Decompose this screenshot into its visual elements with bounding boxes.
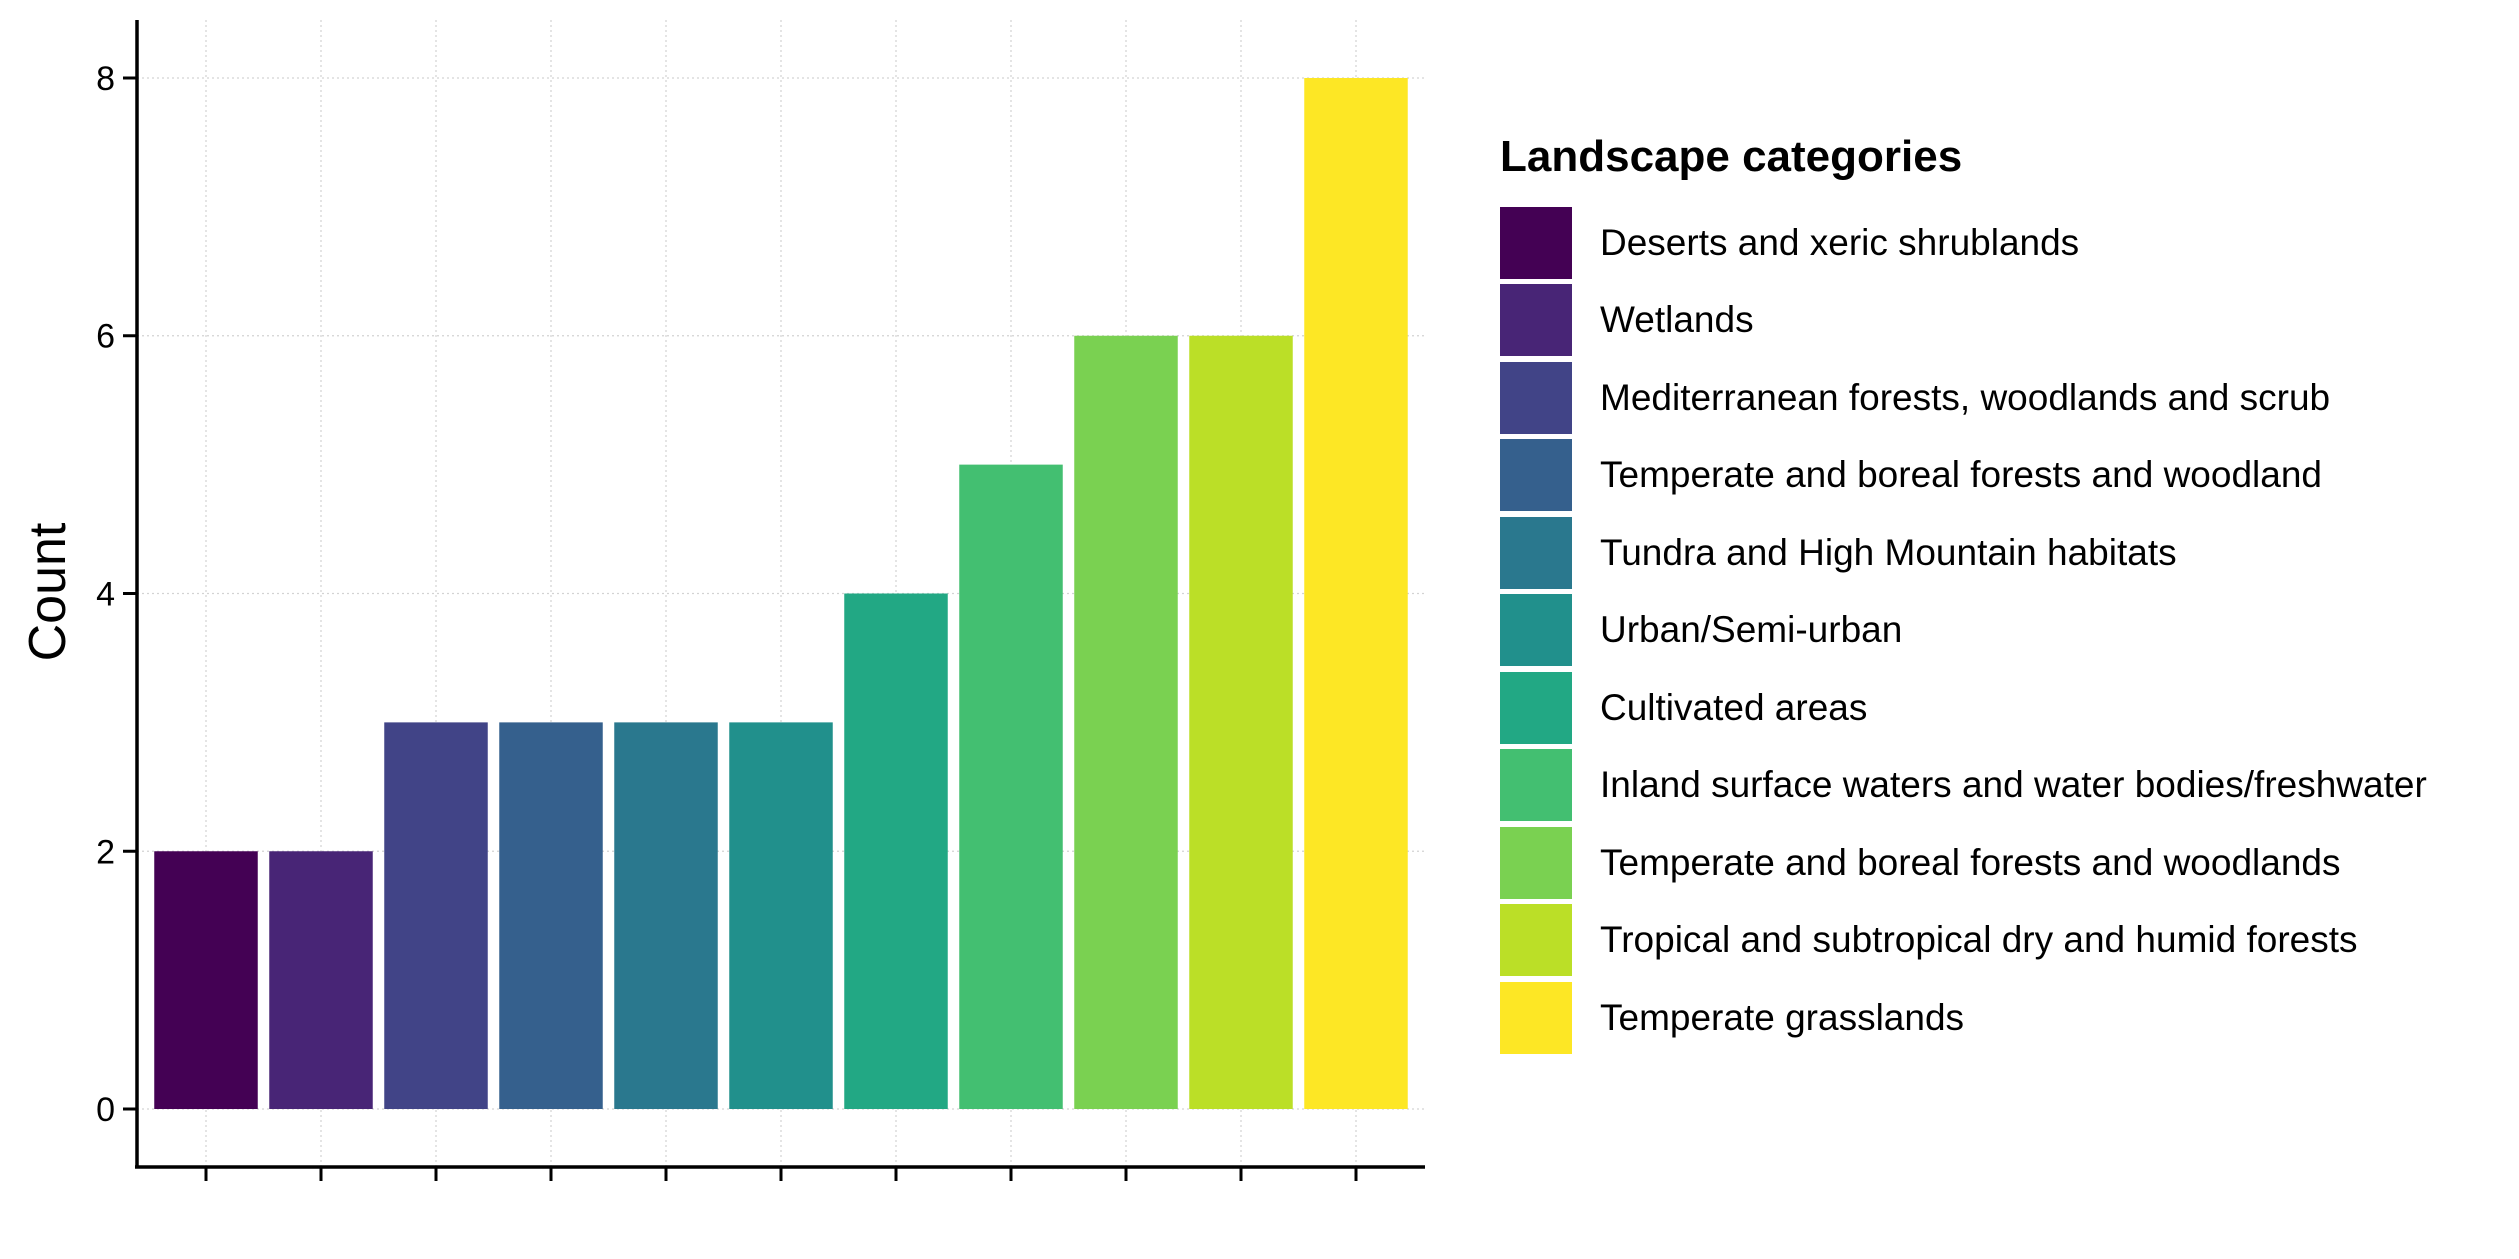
legend-swatch — [1500, 904, 1572, 977]
y-tick-label: 0 — [96, 1091, 115, 1129]
legend: Landscape categories Deserts and xeric s… — [1500, 132, 2519, 1057]
bar — [1074, 335, 1178, 1110]
legend-item: Temperate and boreal forests and woodlan… — [1500, 437, 2519, 515]
bar — [1189, 335, 1293, 1110]
bar — [269, 851, 373, 1110]
y-tick-label: 2 — [96, 833, 115, 871]
legend-title: Landscape categories — [1500, 132, 1963, 181]
legend-swatch — [1500, 671, 1572, 744]
legend-label: Inland surface waters and water bodies/f… — [1600, 764, 2427, 806]
legend-swatch — [1500, 284, 1572, 357]
bar — [729, 722, 833, 1110]
y-axis-title: Count — [19, 522, 77, 661]
legend-swatch — [1500, 516, 1572, 589]
legend-label: Temperate grasslands — [1600, 996, 1965, 1038]
bar — [1304, 77, 1408, 1110]
legend-items: Deserts and xeric shrublands Wetlands Medi… — [1500, 204, 2519, 1057]
y-tick-label: 6 — [96, 318, 115, 356]
legend-item: Temperate and boreal forests and woodlan… — [1500, 824, 2519, 902]
legend-item: Tundra and High Mountain habitats — [1500, 514, 2519, 592]
bar — [499, 722, 603, 1110]
legend-label: Tropical and subtropical dry and humid f… — [1600, 919, 2358, 961]
legend-item: Temperate grasslands — [1500, 979, 2519, 1057]
legend-label: Wetlands — [1600, 299, 1754, 341]
y-tick-label: 4 — [96, 576, 115, 614]
legend-swatch — [1500, 206, 1572, 279]
axes: 0 2 4 6 8 — [96, 20, 1425, 1181]
bar-chart: 0 2 4 6 8 Count — [19, 20, 1425, 1181]
legend-item: Mediterranean forests, woodlands and scr… — [1500, 359, 2519, 437]
legend-item: Deserts and xeric shrublands — [1500, 204, 2519, 282]
legend-swatch — [1500, 749, 1572, 822]
legend-swatch — [1500, 981, 1572, 1054]
bar — [844, 593, 948, 1110]
legend-item: Inland surface waters and water bodies/f… — [1500, 747, 2519, 825]
legend-item: Tropical and subtropical dry and humid f… — [1500, 902, 2519, 980]
legend-label: Mediterranean forests, woodlands and scr… — [1600, 376, 2331, 418]
legend-swatch — [1500, 826, 1572, 899]
bars — [154, 77, 1408, 1110]
bar — [959, 464, 1063, 1110]
bar — [614, 722, 718, 1110]
legend-swatch — [1500, 594, 1572, 667]
bar — [154, 851, 258, 1110]
legend-item: Wetlands — [1500, 282, 2519, 360]
legend-label: Temperate and boreal forests and woodlan… — [1600, 454, 2322, 496]
legend-item: Urban/Semi-urban — [1500, 592, 2519, 670]
legend-label: Temperate and boreal forests and woodlan… — [1600, 841, 2341, 883]
legend-label: Urban/Semi-urban — [1600, 609, 1903, 651]
legend-label: Deserts and xeric shrublands — [1600, 221, 2080, 263]
legend-item: Cultivated areas — [1500, 669, 2519, 747]
legend-swatch — [1500, 439, 1572, 512]
legend-label: Cultivated areas — [1600, 686, 1868, 728]
y-tick-label: 8 — [96, 60, 115, 98]
legend-swatch — [1500, 361, 1572, 434]
legend-label: Tundra and High Mountain habitats — [1600, 531, 2177, 573]
bar — [384, 722, 488, 1110]
